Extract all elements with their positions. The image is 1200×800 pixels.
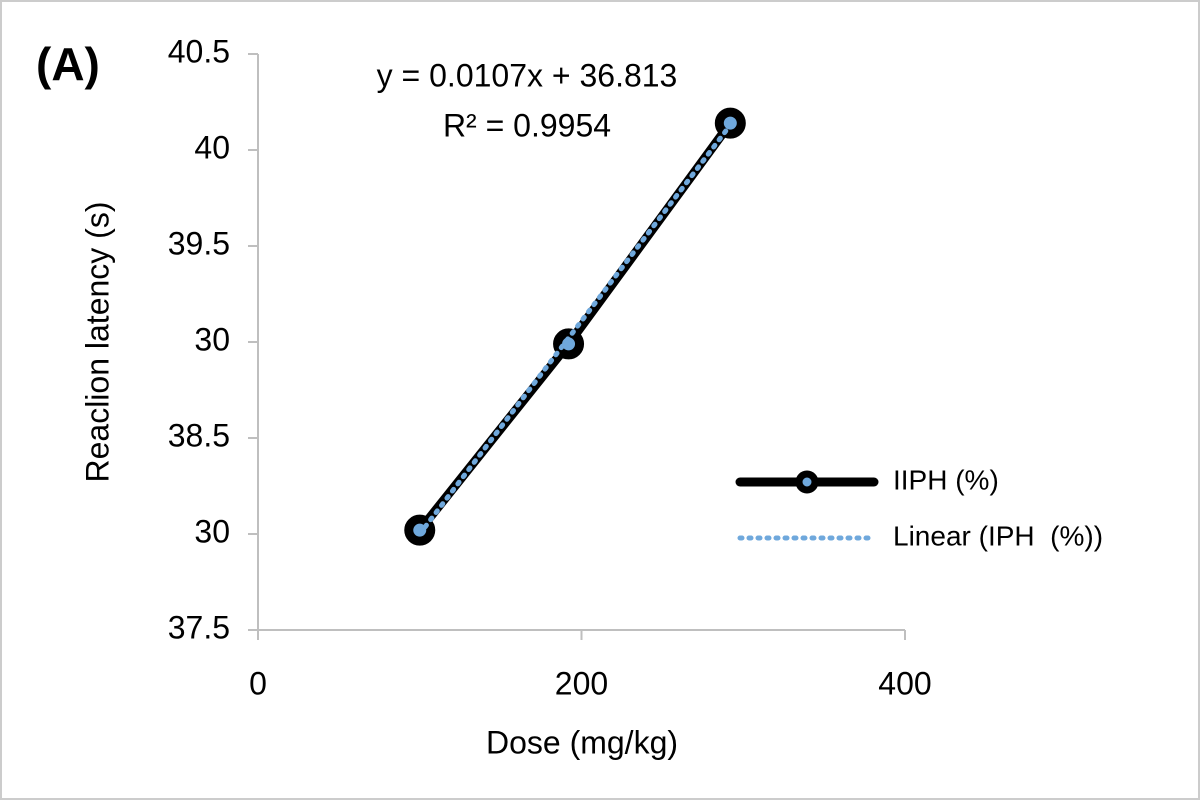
x-tick-label: 0 [249, 665, 267, 701]
y-tick-label: 40 [194, 129, 230, 165]
legend-marker [795, 470, 819, 494]
y-tick-label: 40.5 [168, 33, 230, 69]
x-tick-label: 400 [878, 665, 931, 701]
y-axis-label: Reaclion latency (s) [79, 202, 115, 483]
x-axis-label: Dose (mg/kg) [486, 724, 678, 760]
y-tick-label: 39.5 [168, 225, 230, 261]
legend-label: Linear (IPH (%)) [893, 520, 1103, 551]
y-tick-label: 37.5 [168, 609, 230, 645]
x-tick-label: 200 [555, 665, 608, 701]
chart-title: (A) [36, 38, 100, 90]
data-point [553, 328, 585, 360]
y-tick-label: 38.5 [168, 417, 230, 453]
trend-r2: R² = 0.9954 [443, 107, 611, 143]
y-tick-label: 30 [194, 513, 230, 549]
legend-label: IIPH (%) [893, 464, 999, 495]
y-tick-label: 30 [194, 321, 230, 357]
trend-equation: y = 0.0107x + 36.813 [377, 57, 678, 93]
data-point [404, 514, 436, 546]
